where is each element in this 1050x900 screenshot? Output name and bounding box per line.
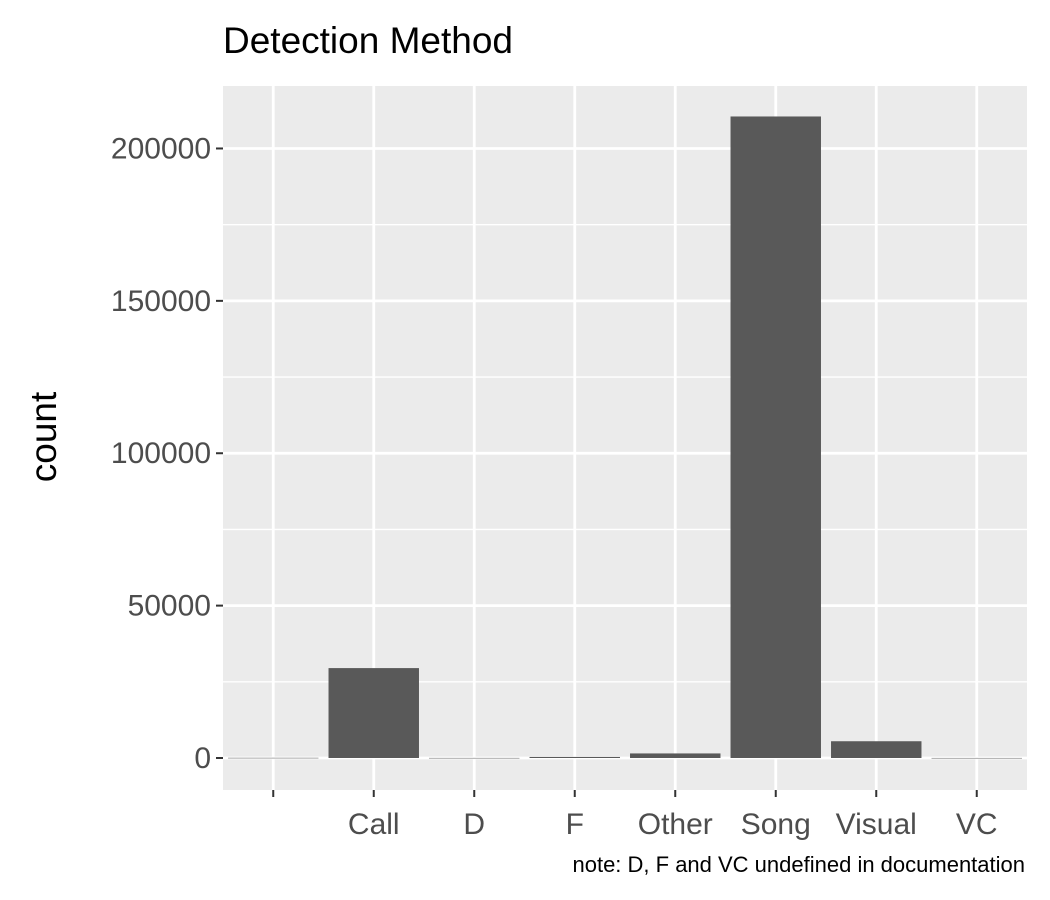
x-tick-label: VC xyxy=(956,808,998,841)
bar xyxy=(831,741,922,758)
bar xyxy=(630,753,721,758)
y-tick-label: 100000 xyxy=(111,437,211,470)
y-tick-label: 50000 xyxy=(128,590,211,623)
x-tick-label: Visual xyxy=(836,808,917,841)
x-axis: Call D F Other Song Visual VC xyxy=(272,790,998,841)
x-tick-label: F xyxy=(566,808,584,841)
bar xyxy=(228,757,319,759)
chart-title: Detection Method xyxy=(223,20,513,61)
bar xyxy=(931,757,1022,759)
y-tick-label: 200000 xyxy=(111,132,211,165)
x-tick-label: Other xyxy=(638,808,713,841)
y-tick-label: 0 xyxy=(194,742,211,775)
y-tick-label: 150000 xyxy=(111,285,211,318)
y-axis: 0 50000 100000 150000 200000 xyxy=(111,132,223,775)
x-tick-label: Call xyxy=(348,808,400,841)
bar xyxy=(529,756,620,758)
y-axis-title: count xyxy=(23,391,64,482)
chart-caption: note: D, F and VC undefined in documenta… xyxy=(572,852,1025,877)
bars xyxy=(228,116,1022,759)
bar xyxy=(730,116,821,758)
bar xyxy=(328,668,419,758)
x-tick-label: D xyxy=(463,808,485,841)
x-tick-label: Song xyxy=(741,808,811,841)
bar xyxy=(429,757,520,759)
